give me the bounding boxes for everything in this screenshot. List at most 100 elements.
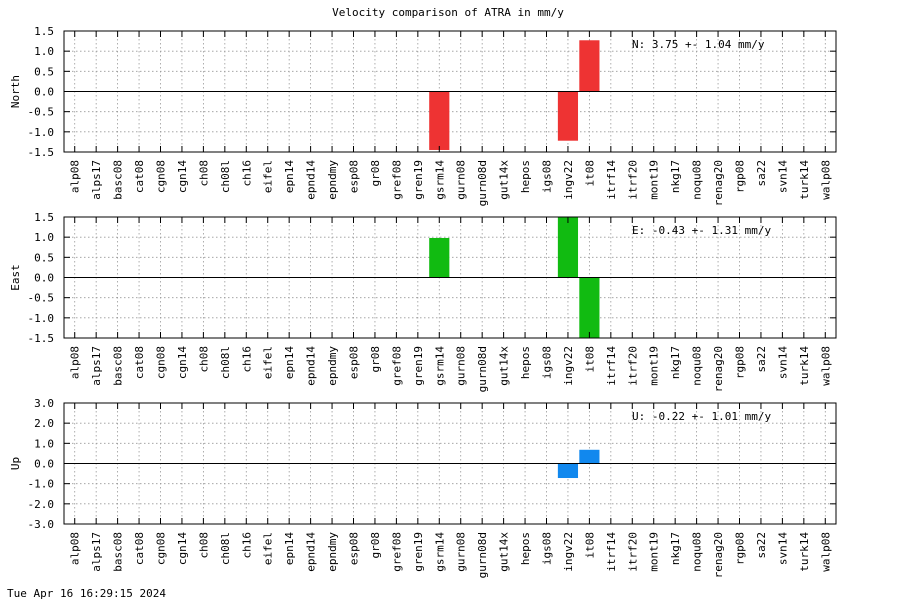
x-category-label: turk14 bbox=[798, 532, 811, 572]
x-category-label: ch08l bbox=[219, 346, 232, 379]
bar-ingv22 bbox=[557, 91, 579, 141]
y-tick-label: -1.5 bbox=[28, 146, 55, 159]
x-category-label: renag20 bbox=[712, 346, 725, 392]
x-category-label: gref08 bbox=[390, 532, 403, 572]
x-category-label: ch08 bbox=[197, 532, 210, 559]
x-category-label: gut14x bbox=[498, 532, 511, 572]
x-category-label: cat08 bbox=[133, 532, 146, 565]
x-category-label: gren19 bbox=[412, 346, 425, 386]
stats-annotation: U: -0.22 +- 1.01 mm/y bbox=[632, 410, 771, 423]
x-category-label: rgp08 bbox=[734, 160, 747, 193]
x-category-label: alps17 bbox=[90, 532, 103, 572]
x-category-label: epn14 bbox=[283, 160, 296, 193]
x-category-label: gsrm14 bbox=[433, 160, 446, 200]
chart-title: Velocity comparison of ATRA in mm/y bbox=[332, 6, 564, 19]
x-category-label: nkg17 bbox=[669, 532, 682, 565]
y-tick-label: 2.0 bbox=[34, 417, 54, 430]
x-category-label: ingv22 bbox=[562, 346, 575, 386]
y-tick-label: -1.0 bbox=[28, 126, 55, 139]
y-tick-label: 0.0 bbox=[34, 86, 54, 99]
x-category-label: gurn08 bbox=[455, 532, 468, 572]
x-category-label: svn14 bbox=[776, 532, 789, 565]
stats-annotation: N: 3.75 +- 1.04 mm/y bbox=[632, 38, 765, 51]
x-category-label: alp08 bbox=[69, 160, 82, 193]
x-category-label: nkg17 bbox=[669, 346, 682, 379]
y-tick-label: 1.0 bbox=[34, 45, 54, 58]
x-category-label: noqu08 bbox=[691, 532, 704, 572]
x-category-label: ch16 bbox=[240, 160, 253, 187]
y-axis-label: Up bbox=[9, 457, 22, 470]
y-axis-label: North bbox=[9, 75, 22, 108]
x-category-label: gut14x bbox=[498, 346, 511, 386]
x-category-label: epnd14 bbox=[305, 346, 318, 386]
x-category-label: mont19 bbox=[648, 346, 661, 386]
x-category-label: epnd14 bbox=[305, 532, 318, 572]
y-tick-label: 1.0 bbox=[34, 231, 54, 244]
x-category-label: eifel bbox=[262, 532, 275, 565]
y-tick-label: 0.0 bbox=[34, 272, 54, 285]
x-category-label: cgn08 bbox=[155, 160, 168, 193]
bar-it08 bbox=[579, 277, 600, 338]
y-tick-label: -0.5 bbox=[28, 106, 55, 119]
x-category-label: hepos bbox=[519, 346, 532, 379]
y-tick-label: -1.0 bbox=[28, 478, 55, 491]
x-category-label: esp08 bbox=[348, 160, 361, 193]
x-category-label: gsrm14 bbox=[433, 532, 446, 572]
x-category-label: hepos bbox=[519, 532, 532, 565]
stats-annotation: E: -0.43 +- 1.31 mm/y bbox=[632, 224, 771, 237]
x-category-label: gref08 bbox=[390, 160, 403, 200]
x-category-label: ch08 bbox=[197, 160, 210, 187]
x-category-label: epn14 bbox=[283, 346, 296, 379]
x-category-label: itrf20 bbox=[626, 160, 639, 200]
x-category-label: hepos bbox=[519, 160, 532, 193]
x-category-label: basc08 bbox=[112, 346, 125, 386]
x-category-label: mont19 bbox=[648, 532, 661, 572]
x-category-label: cat08 bbox=[133, 160, 146, 193]
x-category-label: alp08 bbox=[69, 532, 82, 565]
x-category-label: mont19 bbox=[648, 160, 661, 200]
x-category-label: eifel bbox=[262, 160, 275, 193]
y-tick-label: 0.5 bbox=[34, 251, 54, 264]
x-category-label: eifel bbox=[262, 346, 275, 379]
x-category-label: igs08 bbox=[541, 532, 554, 565]
x-category-label: alps17 bbox=[90, 346, 103, 386]
x-category-label: ch16 bbox=[240, 346, 253, 373]
bar-ingv22 bbox=[557, 463, 579, 479]
x-category-label: walp08 bbox=[819, 532, 832, 572]
y-tick-label: -3.0 bbox=[28, 518, 55, 531]
x-category-label: ch16 bbox=[240, 532, 253, 559]
x-category-label: it08 bbox=[583, 160, 596, 187]
x-category-label: walp08 bbox=[819, 160, 832, 200]
y-tick-label: -0.5 bbox=[28, 292, 55, 305]
x-category-label: gr08 bbox=[369, 532, 382, 559]
x-category-label: gsrm14 bbox=[433, 346, 446, 386]
y-tick-label: -2.0 bbox=[28, 498, 55, 511]
y-tick-label: -1.5 bbox=[28, 332, 55, 345]
x-category-label: itrf14 bbox=[605, 160, 618, 200]
x-category-label: gr08 bbox=[369, 160, 382, 187]
panel-up: -3.0 -2.0 -1.0 0.0 1.0 2.0 3.0 alp08 alps17 basc0… bbox=[9, 397, 837, 578]
x-category-label: igs08 bbox=[541, 346, 554, 379]
x-category-label: nkg17 bbox=[669, 160, 682, 193]
y-tick-label: 3.0 bbox=[34, 397, 54, 410]
x-category-label: renag20 bbox=[712, 532, 725, 578]
x-category-label: svn14 bbox=[776, 346, 789, 379]
x-category-label: renag20 bbox=[712, 160, 725, 206]
x-category-label: basc08 bbox=[112, 160, 125, 200]
x-category-label: sa22 bbox=[755, 160, 768, 187]
x-category-label: ingv22 bbox=[562, 532, 575, 572]
x-category-label: itrf14 bbox=[605, 532, 618, 572]
x-category-label: esp08 bbox=[348, 346, 361, 379]
y-tick-label: 0.5 bbox=[34, 65, 54, 78]
y-tick-label: 1.5 bbox=[34, 25, 54, 38]
x-category-label: rgp08 bbox=[734, 532, 747, 565]
x-category-label: itrf20 bbox=[626, 532, 639, 572]
footer-timestamp: Tue Apr 16 16:29:15 2024 bbox=[7, 587, 166, 600]
x-category-label: cgn14 bbox=[176, 160, 189, 193]
x-category-label: gurn08 bbox=[455, 160, 468, 200]
x-category-label: basc08 bbox=[112, 532, 125, 572]
bar-gsrm14 bbox=[429, 237, 450, 278]
y-tick-label: -1.0 bbox=[28, 312, 55, 325]
x-category-label: ch08 bbox=[197, 346, 210, 373]
x-category-label: cgn14 bbox=[176, 346, 189, 379]
